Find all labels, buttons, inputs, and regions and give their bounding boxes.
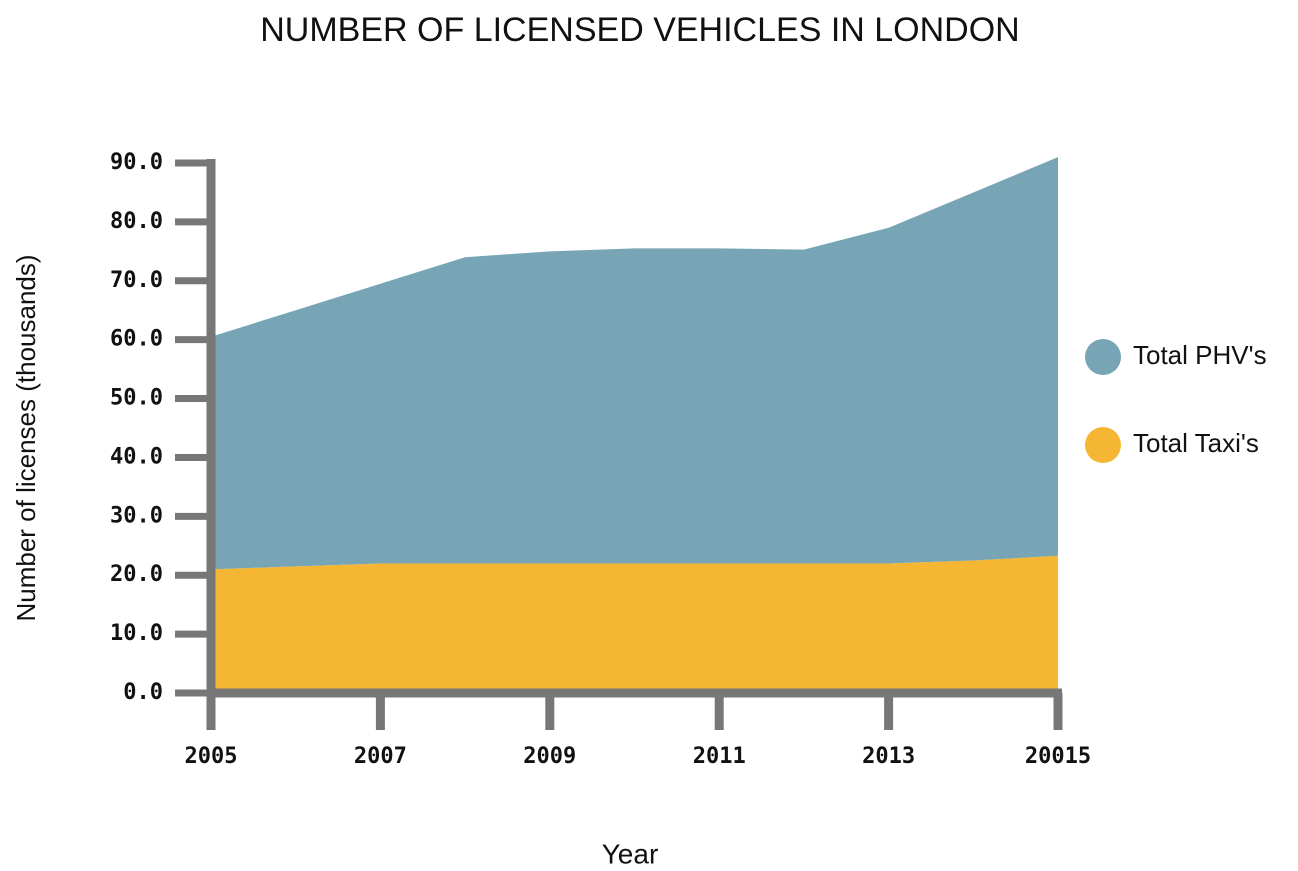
legend-swatch <box>1085 427 1121 463</box>
x-tick-label: 2009 <box>523 744 576 769</box>
x-tick-label: 20015 <box>1025 744 1091 769</box>
y-tick-label: 60.0 <box>110 327 163 352</box>
x-tick-label: 2013 <box>862 744 915 769</box>
x-axis-label: Year <box>602 838 659 869</box>
y-tick-label: 40.0 <box>110 444 163 469</box>
y-tick-label: 80.0 <box>110 209 163 234</box>
y-tick-label: 0.0 <box>123 680 163 705</box>
y-tick-label: 20.0 <box>110 562 163 587</box>
chart-title: NUMBER OF LICENSED VEHICLES IN LONDON <box>260 11 1019 49</box>
y-tick-label: 10.0 <box>110 621 163 646</box>
plot <box>211 157 1058 693</box>
x-tick-label: 2011 <box>693 744 746 769</box>
area <box>211 157 1058 570</box>
y-tick-label: 50.0 <box>110 386 163 411</box>
x-tick-label: 2007 <box>354 744 407 769</box>
legend-swatch <box>1085 339 1121 375</box>
legend-label: Total PHV's <box>1133 340 1267 370</box>
y-tick-label: 90.0 <box>110 150 163 175</box>
x-tick-label: 2005 <box>185 744 238 769</box>
y-tick-label: 30.0 <box>110 503 163 528</box>
y-tick-label: 70.0 <box>110 268 163 293</box>
legend-label: Total Taxi's <box>1133 428 1259 458</box>
area <box>211 555 1058 693</box>
y-axis-label: Number of licenses (thousands) <box>11 254 41 621</box>
